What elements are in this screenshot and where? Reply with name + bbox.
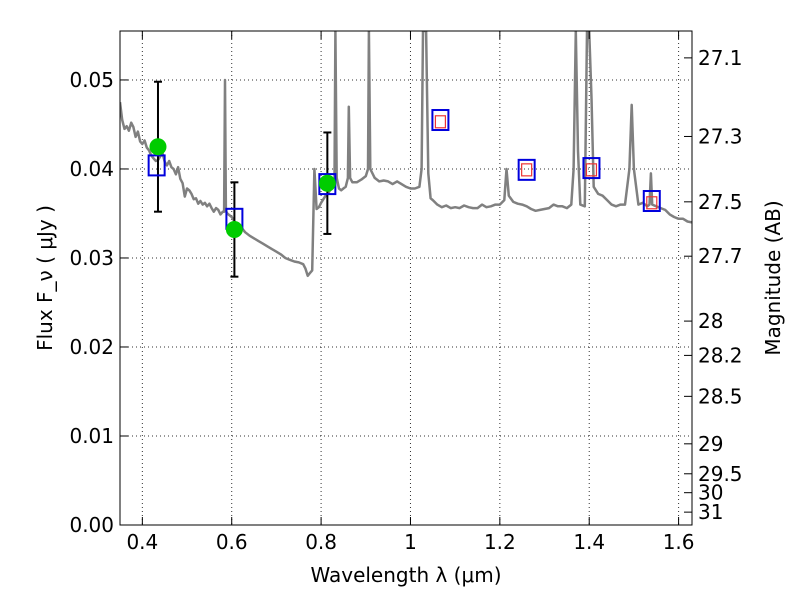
right-tick-label: 29.5 xyxy=(698,462,743,486)
blue-square-marker xyxy=(431,109,450,132)
y-tick-label: 0.00 xyxy=(69,513,114,537)
right-tick-label: 27.1 xyxy=(698,46,743,70)
blue-square-marker xyxy=(517,158,536,181)
x-tick-label: 0.4 xyxy=(126,530,158,554)
right-axis-title: Magnitude (AB) xyxy=(761,200,785,355)
right-tick-label: 31 xyxy=(698,500,723,524)
x-tick-label: 1 xyxy=(404,530,417,554)
model-spectrum-line xyxy=(120,31,692,278)
plot-frame xyxy=(119,30,693,526)
x-tick-label: 0.6 xyxy=(216,530,248,554)
y-axis-title: Flux F_ν ( μJy ) xyxy=(33,205,57,351)
blue-square-marker xyxy=(582,157,601,180)
right-tick-label: 29 xyxy=(698,432,723,456)
right-tick-label: 30 xyxy=(698,481,723,505)
x-axis-ticks: 0.4 0.6 0.8 1 1.2 1.4 1.6 xyxy=(126,31,695,554)
y-axis-ticks: 0.00 0.01 0.02 0.03 0.04 0.05 xyxy=(69,68,128,537)
flux-point-layer xyxy=(149,138,336,238)
blue-square-marker xyxy=(147,154,166,177)
x-tick-label: 0.8 xyxy=(305,530,337,554)
x-tick-label: 1.6 xyxy=(663,530,695,554)
y-tick-label: 0.02 xyxy=(69,335,114,359)
y-tick-label: 0.01 xyxy=(69,424,114,448)
y-tick-label: 0.03 xyxy=(69,246,114,270)
right-tick-label: 27.7 xyxy=(698,244,743,268)
right-tick-label: 27.5 xyxy=(698,190,743,214)
x-axis-title: Wavelength λ (μm) xyxy=(310,563,501,587)
blue-square-marker xyxy=(642,190,661,213)
y-tick-label: 0.04 xyxy=(69,157,114,181)
red-square-marker xyxy=(434,115,447,129)
right-tick-label: 28.2 xyxy=(698,343,743,367)
red-square-marker xyxy=(646,196,658,210)
observed-flux-point xyxy=(318,174,336,192)
observed-flux-point xyxy=(225,220,243,238)
right-tick-label: 28 xyxy=(698,309,723,333)
right-tick-label: 27.3 xyxy=(698,124,743,148)
observed-flux-point xyxy=(149,138,167,156)
spectrum-layer xyxy=(120,31,692,278)
x-tick-label: 1.2 xyxy=(484,530,516,554)
x-tick-label: 1.4 xyxy=(573,530,605,554)
red-square-marker xyxy=(585,163,598,177)
y-tick-label: 0.05 xyxy=(69,68,114,92)
red-square-marker xyxy=(521,163,533,177)
right-tick-label: 28.5 xyxy=(698,384,743,408)
